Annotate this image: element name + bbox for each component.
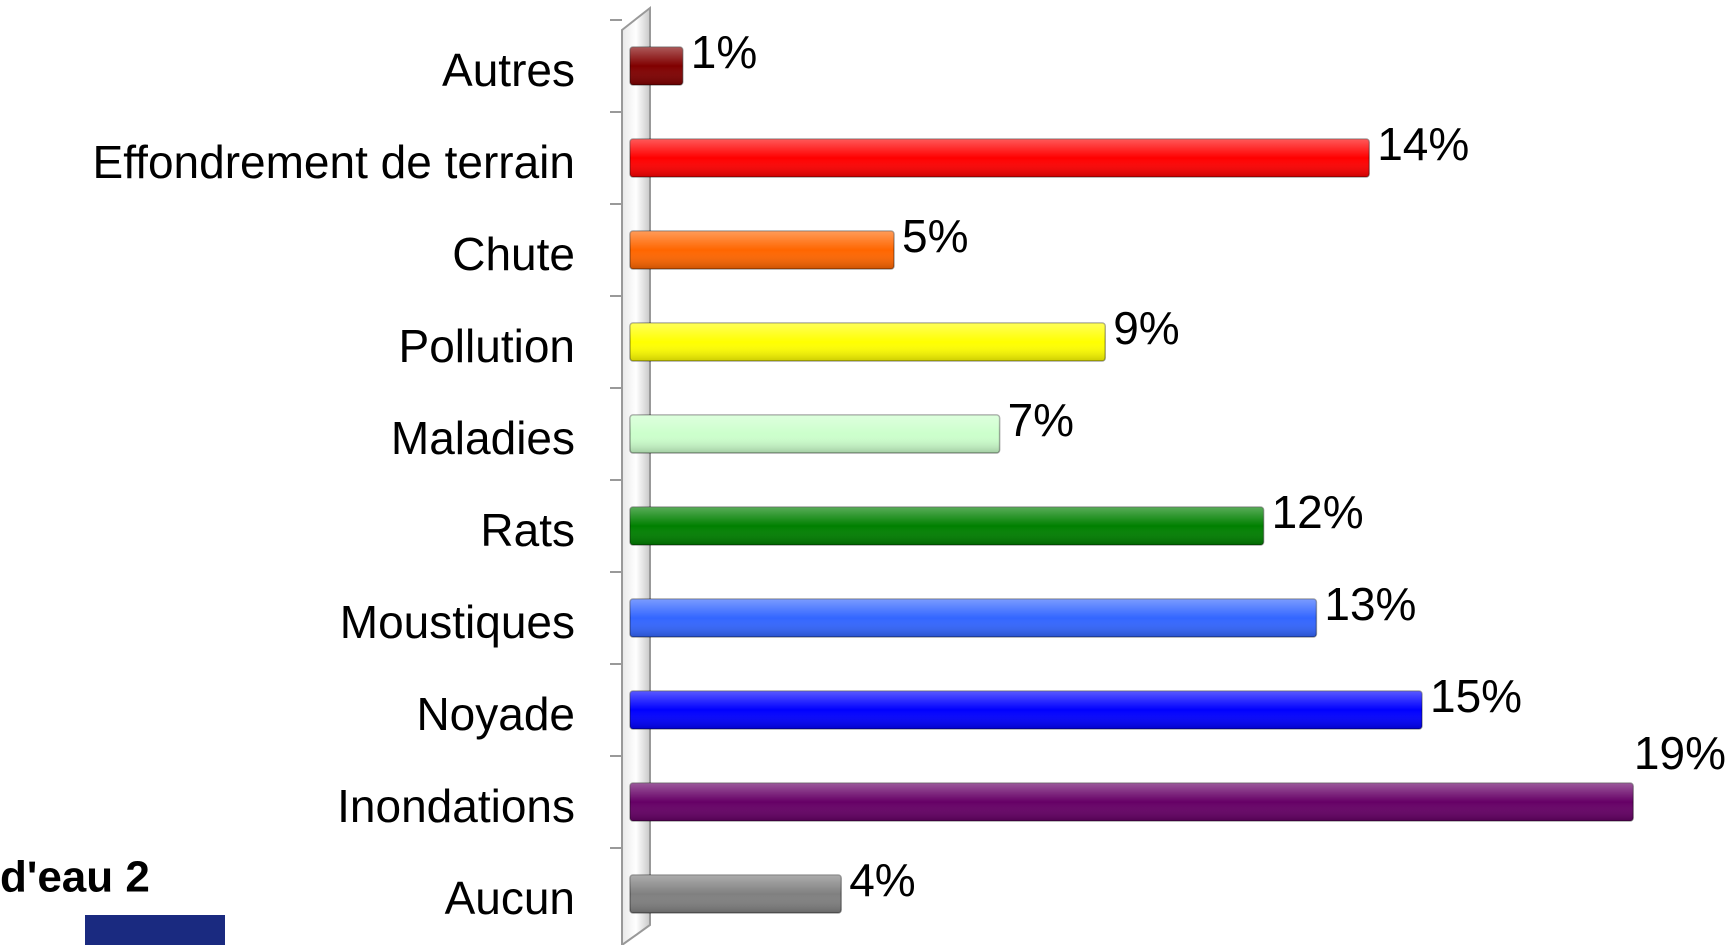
- value-label: 7%: [1008, 394, 1074, 446]
- value-label: 5%: [902, 210, 968, 262]
- category-label: Pollution: [399, 320, 575, 372]
- category-label: Inondations: [337, 780, 575, 832]
- value-label: 12%: [1272, 486, 1364, 538]
- category-label: Rats: [480, 504, 575, 556]
- value-label: 13%: [1324, 578, 1416, 630]
- bar-shine: [630, 599, 1317, 637]
- value-label: 9%: [1113, 302, 1179, 354]
- logo-flag: [85, 915, 225, 945]
- value-label: 1%: [691, 26, 757, 78]
- value-label: 14%: [1377, 118, 1469, 170]
- category-label: Chute: [452, 228, 575, 280]
- category-label: Aucun: [445, 872, 575, 924]
- category-label: Maladies: [391, 412, 575, 464]
- bar-shine: [630, 139, 1370, 177]
- value-label: 19%: [1634, 727, 1726, 779]
- bar-shine: [630, 691, 1422, 729]
- bar-shine: [630, 231, 894, 269]
- value-label: 15%: [1430, 670, 1522, 722]
- bar-shine: [630, 415, 1000, 453]
- value-label: 4%: [849, 854, 915, 906]
- logo-text: d'eau 2: [0, 853, 150, 902]
- category-label: Autres: [442, 44, 575, 96]
- category-label: Noyade: [416, 688, 575, 740]
- bar-shine: [630, 323, 1106, 361]
- bar-shine: [630, 507, 1264, 545]
- category-label: Effondrement de terrain: [93, 136, 575, 188]
- bar-shine: [630, 47, 683, 85]
- bar-shine: [630, 783, 1634, 821]
- category-label: Moustiques: [340, 596, 575, 648]
- bar-shine: [630, 875, 842, 913]
